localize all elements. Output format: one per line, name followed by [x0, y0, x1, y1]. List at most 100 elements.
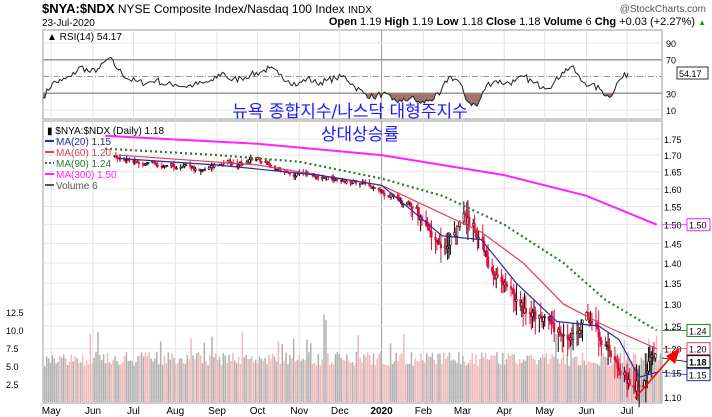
volume-bar — [251, 356, 253, 402]
volume-bar — [245, 355, 247, 402]
volume-bar — [431, 352, 434, 402]
volume-bar — [159, 341, 162, 402]
price-bar-body — [349, 180, 352, 184]
price-bar-body — [174, 166, 177, 169]
volume-bar — [64, 358, 67, 402]
rsi-tick-label: 30 — [666, 89, 676, 99]
volume-bar — [173, 357, 175, 402]
annotation-line2: 상대상승률 — [320, 125, 400, 145]
volume-bar — [123, 356, 126, 402]
volume-bar — [541, 354, 544, 402]
volume-tick-label: 2.5 — [6, 380, 19, 390]
volume-bar — [558, 363, 561, 402]
volume-bar — [44, 365, 46, 402]
price-bar-body — [580, 322, 583, 331]
volume-bar — [285, 352, 287, 402]
volume-bar — [177, 363, 179, 402]
ma-line-ma60 — [118, 154, 657, 350]
volume-bar — [355, 351, 358, 402]
volume-bar — [532, 358, 534, 402]
volume-bar — [205, 361, 207, 402]
volume-bar — [346, 354, 348, 402]
price-bar-body — [369, 185, 372, 188]
volume-bar — [131, 360, 133, 402]
volume-bar — [659, 353, 662, 402]
volume-bar — [330, 362, 333, 402]
volume-bar — [509, 355, 511, 402]
open-value: 1.19 — [360, 16, 382, 28]
price-tick-label: 1.10 — [664, 393, 682, 403]
price-bar-body — [269, 165, 273, 167]
volume-bar — [503, 364, 506, 402]
price-bar-body — [462, 213, 465, 223]
volume-bar — [589, 361, 591, 402]
price-bar-body — [524, 307, 527, 314]
volume-bar — [439, 353, 441, 402]
volume-bar — [228, 354, 230, 402]
price-bar-body — [596, 324, 599, 330]
price-bar-body — [559, 332, 563, 336]
price-bar-body — [411, 206, 414, 209]
price-bar-body — [646, 370, 649, 374]
price-bar-body — [566, 334, 569, 340]
volume-bar — [596, 364, 599, 402]
volume-bar — [116, 361, 118, 402]
volume-bar — [211, 336, 213, 402]
volume-bar — [416, 360, 418, 402]
price-bar-body — [496, 274, 499, 278]
price-bar-body — [345, 180, 348, 184]
volume-bar — [175, 364, 177, 402]
price-bar-body — [260, 161, 263, 163]
volume-bar — [380, 352, 382, 402]
volume-bar — [560, 358, 563, 402]
volume-tick-label: 12.5 — [6, 308, 24, 318]
volume-bar — [424, 362, 426, 402]
volume-value: 6 — [585, 16, 592, 28]
price-bar-body — [464, 213, 467, 217]
volume-bar — [465, 365, 468, 402]
x-tick-label: Jul — [621, 406, 634, 417]
price-bar-body — [439, 243, 443, 249]
volume-bar — [47, 358, 50, 402]
volume-bar — [213, 357, 215, 402]
volume-bar — [615, 361, 618, 402]
volume-bar — [224, 355, 226, 402]
volume-bar — [577, 365, 580, 402]
volume-bar — [482, 357, 485, 402]
price-bar-body — [396, 194, 399, 198]
volume-bar — [342, 359, 344, 402]
volume-bar — [68, 361, 71, 402]
price-bar-body — [515, 299, 518, 302]
price-bar-body — [487, 256, 490, 268]
volume-bar — [186, 354, 188, 402]
volume-bar — [591, 362, 593, 402]
volume-bar — [538, 360, 540, 402]
x-tick-label: Jul — [127, 406, 140, 417]
exchange: INDX — [348, 5, 372, 16]
volume-bar — [279, 363, 282, 402]
volume-bar — [222, 353, 225, 402]
annotation-arrow-line — [634, 355, 673, 399]
volume-bar — [140, 352, 143, 402]
volume-bar — [585, 365, 587, 402]
volume-bar — [239, 363, 242, 402]
volume-bar — [232, 352, 234, 402]
volume-bar — [414, 358, 416, 402]
volume-bar — [450, 360, 453, 402]
volume-bar — [150, 358, 152, 402]
price-bar-body — [624, 372, 627, 378]
volume-bar — [300, 360, 302, 402]
volume-bar — [197, 351, 200, 402]
price-bar-body — [615, 359, 618, 363]
volume-bar — [500, 364, 502, 402]
volume-bar — [101, 360, 103, 402]
volume-bar — [220, 364, 223, 402]
price-bar-body — [155, 163, 158, 166]
price-tick-label: 1.40 — [664, 259, 682, 269]
volume-bar — [547, 363, 549, 402]
volume-bar — [235, 362, 238, 402]
volume-bar — [184, 363, 187, 402]
price-bar-body — [551, 320, 554, 324]
price-bar-body — [350, 182, 354, 185]
